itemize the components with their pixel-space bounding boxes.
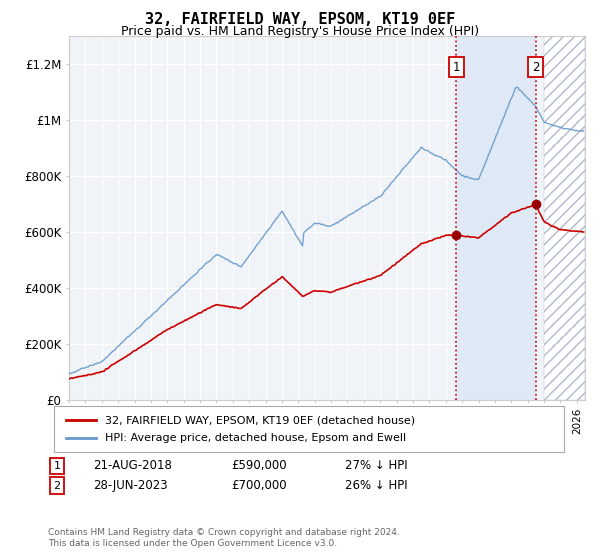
Text: 2: 2 <box>532 61 539 74</box>
Text: 32, FAIRFIELD WAY, EPSOM, KT19 0EF: 32, FAIRFIELD WAY, EPSOM, KT19 0EF <box>145 12 455 27</box>
Bar <box>544 36 585 400</box>
Text: £700,000: £700,000 <box>231 479 287 492</box>
Text: 32, FAIRFIELD WAY, EPSOM, KT19 0EF (detached house): 32, FAIRFIELD WAY, EPSOM, KT19 0EF (deta… <box>105 415 415 425</box>
Text: HPI: Average price, detached house, Epsom and Ewell: HPI: Average price, detached house, Epso… <box>105 433 406 443</box>
Bar <box>544 36 585 400</box>
Text: 26% ↓ HPI: 26% ↓ HPI <box>345 479 407 492</box>
Bar <box>456 36 536 400</box>
Text: 2: 2 <box>53 480 61 491</box>
Bar <box>69 36 544 400</box>
Text: 21-AUG-2018: 21-AUG-2018 <box>93 459 172 473</box>
Text: Contains HM Land Registry data © Crown copyright and database right 2024.
This d: Contains HM Land Registry data © Crown c… <box>48 528 400 548</box>
Text: Price paid vs. HM Land Registry's House Price Index (HPI): Price paid vs. HM Land Registry's House … <box>121 25 479 38</box>
Text: 28-JUN-2023: 28-JUN-2023 <box>93 479 167 492</box>
Text: 27% ↓ HPI: 27% ↓ HPI <box>345 459 407 473</box>
Text: 1: 1 <box>452 61 460 74</box>
Text: £590,000: £590,000 <box>231 459 287 473</box>
Text: 1: 1 <box>53 461 61 471</box>
